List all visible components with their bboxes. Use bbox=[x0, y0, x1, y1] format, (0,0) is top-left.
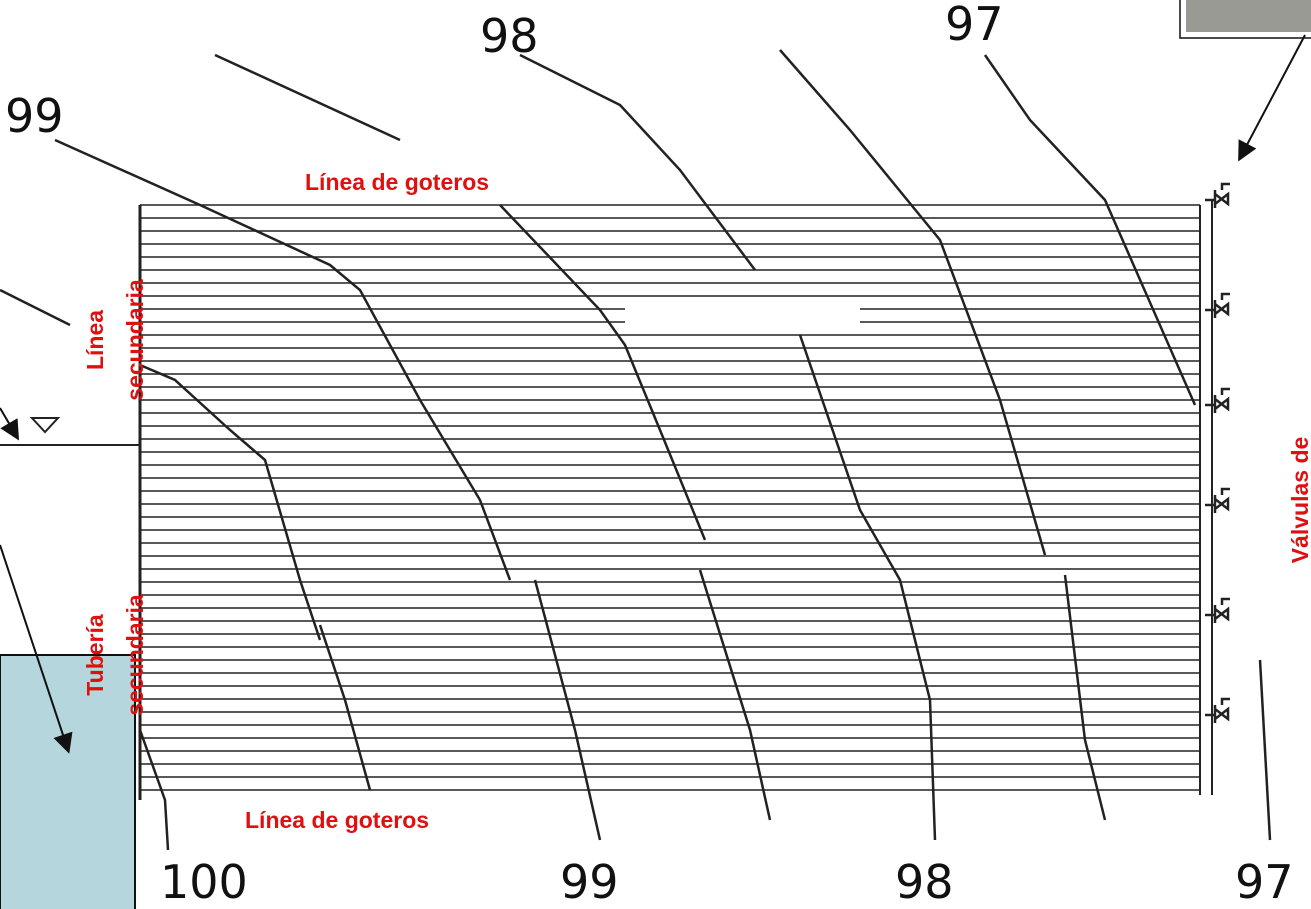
marker bbox=[32, 418, 58, 432]
secondary-pipe-label: secundaria bbox=[122, 594, 148, 716]
valve bbox=[1205, 184, 1230, 208]
secondary-line-label: Línea bbox=[82, 310, 108, 370]
valve bbox=[1205, 489, 1230, 513]
diagram: 99 98 97 100 99 98 97 Línea de goteros L… bbox=[0, 0, 1311, 909]
secondary-pipe-label: Tubería bbox=[82, 614, 108, 696]
contours bbox=[0, 50, 1270, 850]
contour-label: 99 bbox=[5, 89, 64, 143]
valves bbox=[1205, 184, 1230, 723]
valve bbox=[1205, 294, 1230, 318]
arrow bbox=[1240, 35, 1305, 158]
contour-label: 99 bbox=[560, 855, 619, 909]
dripper-label: Línea de goteros bbox=[245, 807, 429, 833]
valve-photo bbox=[1186, 0, 1311, 32]
valves-label: Válvulas de bbox=[1287, 437, 1311, 564]
contour-label: 98 bbox=[895, 855, 954, 909]
dripper-label: Línea de goteros bbox=[305, 169, 489, 195]
valve bbox=[1205, 599, 1230, 623]
contour-label: 97 bbox=[945, 0, 1004, 51]
valve bbox=[1205, 699, 1230, 723]
contour-label: 100 bbox=[160, 855, 248, 909]
contour-label: 98 bbox=[480, 9, 539, 63]
contour-label: 97 bbox=[1235, 855, 1294, 909]
info-box bbox=[0, 655, 135, 909]
valve bbox=[1205, 389, 1230, 413]
drip-lines bbox=[140, 205, 1200, 790]
arrow bbox=[0, 408, 17, 437]
gap bbox=[625, 300, 860, 324]
secondary-line-label: secundaria bbox=[122, 279, 148, 401]
